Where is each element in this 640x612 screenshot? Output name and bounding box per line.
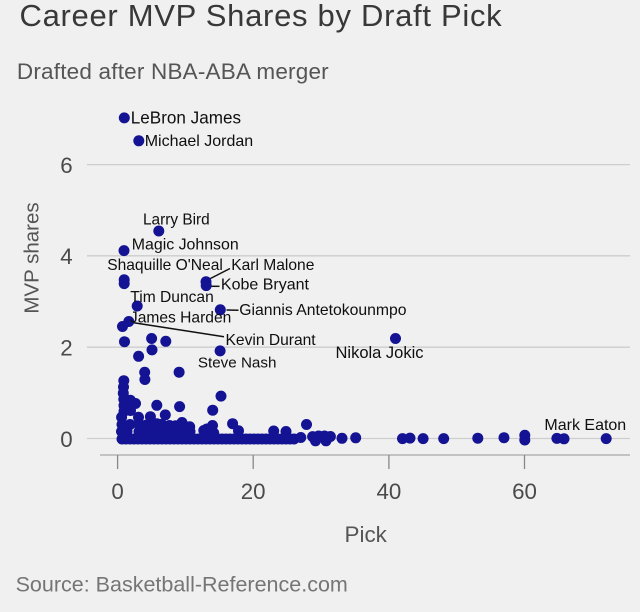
svg-text:Steve Nash: Steve Nash — [198, 355, 277, 372]
svg-text:Drafted after NBA-ABA merger: Drafted after NBA-ABA merger — [17, 59, 329, 84]
svg-text:James Harden: James Harden — [130, 310, 231, 327]
svg-text:Source: Basketball-Reference.c: Source: Basketball-Reference.com — [16, 573, 348, 597]
svg-text:Kobe Bryant: Kobe Bryant — [221, 277, 310, 294]
svg-text:Giannis Antetokounmpo: Giannis Antetokounmpo — [239, 302, 406, 319]
svg-text:20: 20 — [241, 479, 266, 504]
svg-text:Larry Bird: Larry Bird — [143, 211, 210, 228]
svg-text:Michael Jordan: Michael Jordan — [145, 133, 254, 150]
svg-text:LeBron James: LeBron James — [131, 108, 241, 127]
svg-text:Career MVP Shares by Draft Pic: Career MVP Shares by Draft Pick — [20, 0, 503, 33]
svg-text:0: 0 — [111, 479, 123, 504]
svg-text:40: 40 — [376, 479, 401, 504]
svg-text:Mark Eaton: Mark Eaton — [544, 417, 626, 434]
svg-text:2: 2 — [60, 336, 72, 361]
svg-text:6: 6 — [60, 153, 72, 178]
svg-text:Kevin Durant: Kevin Durant — [226, 332, 317, 349]
svg-text:60: 60 — [512, 479, 537, 504]
svg-text:Nikola Jokic: Nikola Jokic — [336, 344, 424, 362]
svg-text:MVP shares: MVP shares — [20, 202, 43, 313]
svg-text:0: 0 — [60, 427, 72, 452]
svg-text:Karl Malone: Karl Malone — [231, 257, 314, 274]
svg-text:Shaquille O'Neal: Shaquille O'Neal — [107, 257, 223, 274]
svg-text:Tim Duncan: Tim Duncan — [130, 289, 213, 306]
svg-text:Magic Johnson: Magic Johnson — [132, 237, 239, 254]
svg-text:Pick: Pick — [345, 522, 388, 547]
svg-text:4: 4 — [60, 244, 72, 269]
